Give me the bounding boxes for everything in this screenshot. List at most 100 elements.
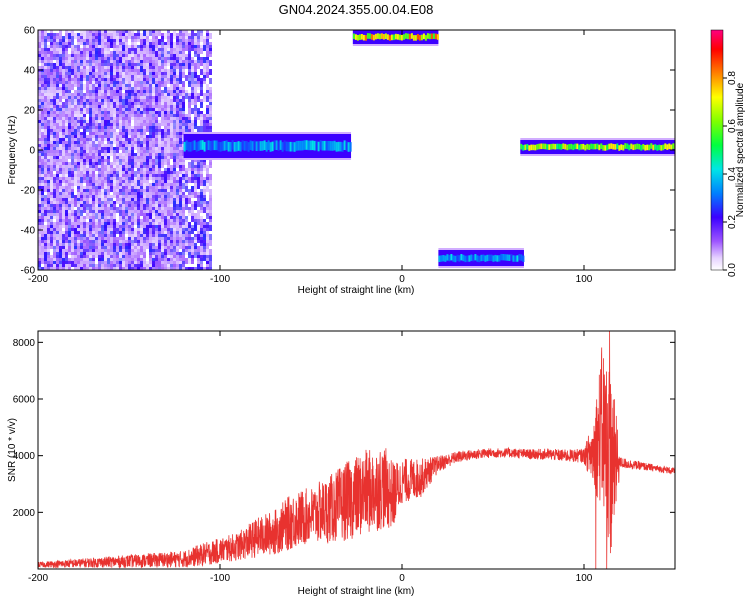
spectrogram-cell: [402, 34, 405, 40]
spectrogram-cell: [146, 126, 149, 132]
spectrogram-cell: [56, 150, 59, 156]
spectrogram-cell: [116, 198, 119, 204]
spectrogram-cell: [80, 84, 83, 90]
spectrogram-cell: [155, 51, 158, 57]
spectrogram-cell: [86, 267, 89, 270]
spectrogram-cell: [65, 126, 68, 132]
spectrogram-cell: [53, 267, 56, 270]
spectrogram-ylabel: Frequency (Hz): [7, 116, 18, 185]
spectrogram-cell: [146, 243, 149, 249]
spectrogram-cell: [101, 69, 104, 75]
spectrogram-cell: [134, 120, 137, 126]
spectrogram-cell: [534, 144, 537, 151]
spectrogram-cell: [149, 84, 152, 90]
spectrogram-cell: [86, 108, 89, 114]
spectrogram-cell: [185, 45, 188, 51]
spectrogram-cell: [149, 48, 152, 54]
spectrogram-cell: [38, 30, 41, 36]
spectrogram-cell: [313, 140, 316, 151]
spectrogram-cell: [644, 145, 647, 151]
spectrogram-cell: [185, 117, 188, 123]
spectrogram-cell: [173, 132, 176, 138]
spectrogram-cell: [101, 39, 104, 45]
spectrogram-cell: [158, 168, 161, 174]
spectrogram-cell: [143, 30, 146, 36]
spectrogram-cell: [530, 144, 533, 151]
spectrogram-cell: [62, 111, 65, 117]
spectrogram-cell: [137, 69, 140, 75]
chart-title: GN04.2024.355.00.04.E08: [279, 2, 434, 17]
spectrogram-cell: [41, 135, 44, 141]
spectrogram-cell: [86, 147, 89, 153]
spectrogram-cell: [185, 30, 188, 36]
spectrogram-cell: [152, 87, 155, 93]
spectrogram-cell: [197, 126, 200, 132]
spectrogram-cell: [62, 93, 65, 99]
spectrogram-cell: [182, 42, 185, 48]
spectrogram-cell: [122, 36, 125, 42]
spectrogram-cell: [95, 252, 98, 258]
spectrogram-cell: [92, 201, 95, 207]
spectrogram-cell: [50, 87, 53, 93]
spectrogram-cell: [183, 141, 186, 152]
spectrogram-cell: [146, 45, 149, 51]
spectrogram-cell: [664, 143, 667, 149]
spectrogram-cell: [194, 204, 197, 210]
spectrogram-cell: [464, 255, 467, 263]
spectrogram-cell: [182, 198, 185, 204]
spectrogram-cell: [524, 144, 527, 151]
spectrogram-cell: [598, 144, 601, 151]
spectrogram-cell: [170, 267, 173, 270]
spectrogram-cell: [140, 33, 143, 39]
spectrogram-cell: [122, 66, 125, 72]
spectrogram-cell: [131, 138, 134, 144]
spectrogram-cell: [432, 33, 435, 39]
spectrogram-cell: [176, 51, 179, 57]
spectrogram-cell: [128, 129, 131, 135]
spectrogram-cell: [209, 180, 212, 186]
spectrogram-cell: [588, 144, 591, 150]
spectrogram-cell: [364, 35, 367, 41]
spectrogram-cell: [602, 145, 605, 151]
spectrogram-cell: [161, 228, 164, 234]
spectrogram-cell: [101, 147, 104, 153]
spectrogram-cell: [498, 255, 501, 262]
spectrogram-cell: [89, 78, 92, 84]
spectrogram-cell: [566, 144, 569, 151]
spectrogram-cell: [92, 135, 95, 141]
spectrogram-cell: [44, 216, 47, 222]
spectrogram-cell: [38, 246, 41, 252]
spectrogram-cell: [110, 150, 113, 156]
spectrogram-cell: [249, 140, 252, 151]
spectrogram-cell: [50, 243, 53, 249]
spectrogram-cell: [86, 126, 89, 132]
spectrogram-cell: [62, 213, 65, 219]
spectrogram-cell: [95, 165, 98, 171]
spectrogram-cell: [161, 96, 164, 102]
spectrogram-cell: [125, 201, 128, 207]
spectrogram-cell: [47, 267, 50, 270]
spectrogram-cell: [321, 140, 324, 151]
spectrogram-cell: [182, 267, 185, 270]
spectrogram-cell: [197, 30, 200, 36]
spectrogram-cell: [152, 225, 155, 231]
colorbar-tick-label: 0.4: [727, 167, 738, 181]
spectrogram-cell: [221, 141, 224, 151]
spectrogram-cell: [80, 90, 83, 96]
spectrogram-cell: [59, 267, 62, 270]
spectrogram-cell: [176, 42, 179, 48]
spectrogram-cell: [161, 81, 164, 87]
spectrogram-cell: [98, 114, 101, 120]
spectrogram-cell: [44, 39, 47, 45]
spectrogram-cell: [125, 252, 128, 258]
spectrogram-cell: [134, 231, 137, 237]
spectrogram-cell: [86, 213, 89, 219]
spectrogram-cell: [170, 33, 173, 39]
spectrogram-cell: [570, 143, 573, 150]
x-tick-label: 0: [399, 573, 405, 584]
spectrogram-cell: [273, 140, 276, 150]
spectrogram-cell: [71, 201, 74, 207]
spectrogram-cell: [205, 140, 208, 151]
spectrogram-cell: [50, 267, 53, 270]
spectrogram-cell: [95, 81, 98, 87]
